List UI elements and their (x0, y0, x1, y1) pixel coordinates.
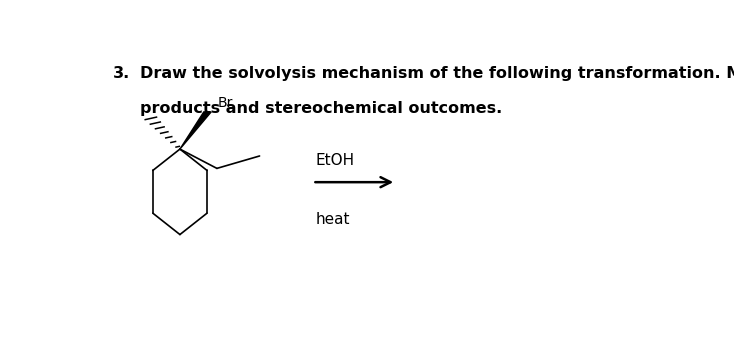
Polygon shape (180, 112, 211, 149)
Text: 3.: 3. (113, 66, 131, 81)
Text: heat: heat (316, 213, 350, 227)
Text: Draw the solvolysis mechanism of the following transformation. Make sure to prov: Draw the solvolysis mechanism of the fol… (140, 66, 734, 81)
Text: EtOH: EtOH (316, 153, 355, 168)
Text: products and stereochemical outcomes.: products and stereochemical outcomes. (140, 101, 502, 116)
Text: Br: Br (217, 97, 233, 111)
